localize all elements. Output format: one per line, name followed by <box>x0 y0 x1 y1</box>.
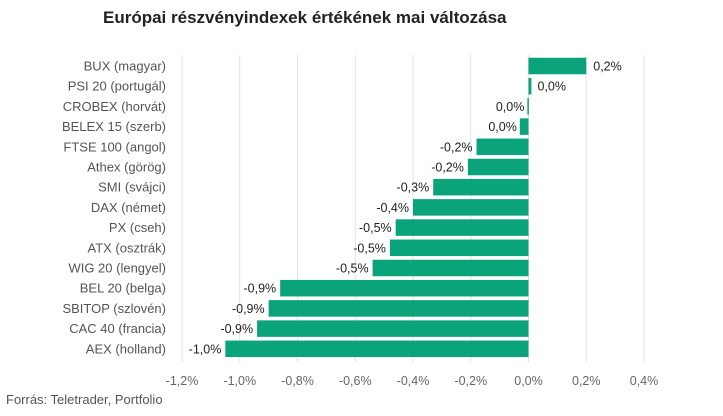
x-tick-label: -0,4% <box>397 374 430 388</box>
labels: -1,2% -1,0% -0,8% -0,6% -0,4% -0,2% 0,0% 0,2% 0,… <box>62 59 658 389</box>
value-label: -0,4% <box>376 201 409 215</box>
category-label: BELEX 15 (szerb) <box>62 119 166 134</box>
value-label: -0,5% <box>336 262 369 276</box>
bar <box>528 77 532 95</box>
category-label: CAC 40 (francia) <box>69 321 166 336</box>
category-label: PSI 20 (portugál) <box>68 79 166 94</box>
category-label: WIG 20 (lengyel) <box>68 261 166 276</box>
category-label: AEX (holland) <box>86 341 166 356</box>
category-label: BEL 20 (belga) <box>80 281 166 296</box>
value-label: -0,9% <box>244 282 277 296</box>
x-tick-label: 0,4% <box>630 374 659 388</box>
bar <box>527 98 529 115</box>
x-tick-label: -0,2% <box>454 374 487 388</box>
value-label: -0,9% <box>232 302 265 316</box>
x-tick-label: -0,6% <box>339 374 372 388</box>
x-tick-label: 0,2% <box>572 374 601 388</box>
category-label: PX (cseh) <box>109 220 166 235</box>
bar <box>257 320 529 337</box>
bar <box>372 259 529 277</box>
value-label: -0,5% <box>353 241 386 255</box>
category-label: Athex (görög) <box>87 160 166 175</box>
bar <box>433 178 529 196</box>
value-label: 0,0% <box>488 120 517 134</box>
bar <box>389 239 529 257</box>
category-label: DAX (német) <box>91 200 166 215</box>
value-label: -1,0% <box>189 342 222 356</box>
chart-source: Forrás: Teletrader, Portfolio <box>6 392 163 407</box>
chart-title: Európai részvényindexek értékének mai vá… <box>103 8 507 27</box>
bar <box>467 158 529 176</box>
value-label: 0,0% <box>538 80 567 94</box>
value-label: -0,2% <box>440 140 473 154</box>
bars <box>225 57 587 358</box>
value-label: 0,0% <box>496 100 525 114</box>
value-label: -0,3% <box>397 181 430 195</box>
category-label: SBITOP (szlovén) <box>62 301 166 316</box>
category-label: ATX (osztrák) <box>88 240 167 255</box>
category-label: FTSE 100 (angol) <box>63 139 166 154</box>
bar <box>476 138 529 156</box>
bar <box>528 57 587 75</box>
value-label: -0,5% <box>359 221 392 235</box>
value-label: -0,9% <box>220 322 253 336</box>
bar <box>225 340 529 358</box>
category-label: BUX (magyar) <box>84 59 166 74</box>
x-tick-label: -1,0% <box>223 374 256 388</box>
bar <box>268 300 529 317</box>
category-label: CROBEX (horvát) <box>63 99 166 114</box>
value-label: 0,2% <box>593 60 622 74</box>
x-tick-label: -0,8% <box>281 374 314 388</box>
value-label: -0,2% <box>431 161 464 175</box>
bar <box>395 219 529 236</box>
bar <box>280 279 529 297</box>
x-tick-label: -1,2% <box>166 374 199 388</box>
x-tick-label: 0,0% <box>514 374 543 388</box>
category-label: SMI (svájci) <box>98 180 166 195</box>
bar <box>519 118 529 135</box>
bar <box>413 199 529 216</box>
